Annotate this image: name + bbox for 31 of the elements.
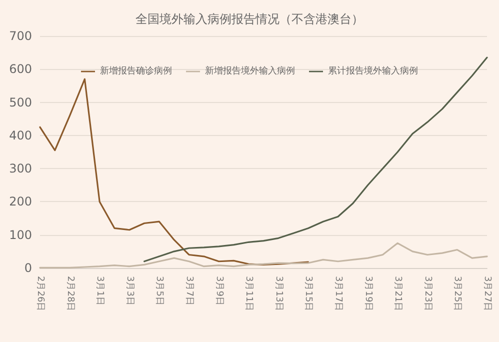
x-tick-label: 3月27日 [482, 276, 492, 312]
line-series [39, 78, 309, 266]
y-tick-label: 500 [9, 95, 32, 110]
legend-label: 新增报告境外输入病例 [205, 66, 295, 76]
x-tick-label: 3月7日 [184, 276, 194, 306]
y-tick-label: 0 [24, 261, 32, 275]
x-tick-label: 3月11日 [244, 276, 254, 312]
chart-title: 全国境外输入病例报告情况（不含港澳台） [136, 12, 364, 26]
y-tick-label: 700 [9, 29, 32, 43]
line-series [144, 56, 488, 262]
y-tick-label: 100 [9, 228, 32, 242]
x-tick-label: 3月19日 [362, 276, 373, 312]
x-tick-label: 3月9日 [214, 276, 224, 306]
x-tick-label: 3月13日 [273, 276, 284, 312]
legend-label: 新增报告确诊病例 [100, 66, 172, 76]
x-tick-label: 3月21日 [392, 276, 403, 312]
x-tick-label: 3月1日 [94, 276, 105, 306]
x-tick-label: 3月25日 [452, 276, 462, 312]
y-tick-label: 200 [9, 194, 32, 209]
x-tick-label: 3月15日 [303, 276, 314, 312]
x-tick-label: 2月26日 [35, 276, 45, 312]
x-tick-label: 3月3日 [124, 276, 134, 306]
x-tick-label: 2月28日 [64, 276, 75, 312]
x-tick-label: 3月23日 [422, 276, 432, 312]
legend-label: 累计报告境外输入病例 [328, 66, 418, 76]
y-tick-label: 400 [9, 128, 32, 142]
y-tick-label: 300 [9, 162, 32, 176]
x-tick-label: 3月17日 [333, 276, 343, 312]
line-series [39, 242, 488, 268]
y-tick-label: 600 [9, 62, 32, 76]
x-tick-label: 3月5日 [154, 276, 164, 306]
